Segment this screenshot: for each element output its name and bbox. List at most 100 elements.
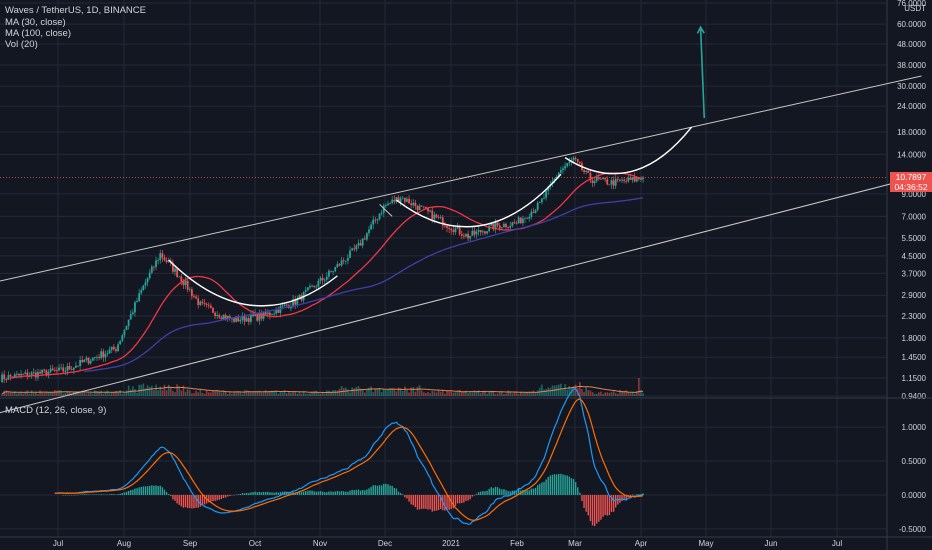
volume-bar [629,393,632,396]
macd-histogram-bar [534,487,537,495]
candle-body [547,186,550,191]
volume-bar [391,388,393,396]
macd-histogram-bar [264,491,267,495]
macd-histogram-bar [486,490,488,495]
candle-body [351,248,354,251]
candle-body [433,214,436,220]
macd-histogram-bar [532,488,535,495]
volume-bar [334,390,337,396]
macd-histogram-bar [562,474,564,495]
volume-bar [593,393,596,396]
candle-body [237,316,240,322]
candle-body [328,270,330,277]
candle-body [446,226,448,228]
volume-bar [1,393,3,396]
candle-body [332,271,335,272]
channel-lower-line [0,175,922,414]
volume-bar [30,390,33,396]
macd-histogram-bar [231,494,233,496]
volume-bar [625,390,628,396]
macd-histogram-bar [368,488,370,495]
macd-histogram-bar [203,494,206,505]
candle-body [384,205,387,207]
macd-histogram-bar [564,475,566,495]
candle-body [153,266,155,268]
volume-bar [545,389,547,396]
candle-body [355,245,358,250]
macd-histogram-bar [311,490,313,495]
volume-bar [420,390,423,396]
volume-bar [435,392,438,396]
macd-histogram-bar [581,494,583,502]
macd-histogram-bar [427,494,429,510]
macd-histogram-bar [589,494,592,522]
volume-bar [178,386,181,396]
volume-bar [28,393,31,396]
volume-bar [479,393,482,396]
candle-body [228,316,231,320]
candle-body [553,178,556,182]
candle-body [353,248,356,250]
candle-body [614,178,617,186]
candle-body [576,159,579,162]
macd-histogram-bar [593,494,596,527]
candle-body [231,318,233,320]
candle-body [203,302,206,304]
candle-body [106,353,109,355]
macd-histogram-bar [191,494,193,509]
macd-histogram-bar [349,490,351,495]
candle-body [574,157,577,160]
candle-body [15,373,18,375]
candle-body [631,177,634,180]
volume-bar [465,390,467,396]
volume-bar [395,391,398,396]
macd-histogram-bar [456,494,459,504]
price-tick-label: 38.0000 [897,61,926,70]
macd-histogram-bar [585,494,587,512]
macd-histogram-bar [281,491,284,495]
volume-bar [340,386,343,396]
candle-body [239,319,242,322]
candle-body [271,314,273,316]
volume-bar [536,390,539,396]
macd-histogram-bar [448,494,450,510]
macd-histogram-bar [248,493,250,495]
candle-body [18,373,20,376]
volume-bar [315,390,318,396]
macd-histogram-bar [210,494,212,502]
volume-bar [378,388,381,396]
macd-histogram-bar [591,494,594,526]
volume-bar [534,393,537,396]
macd-histogram-bar [216,494,218,501]
macd-histogram-bar [608,494,611,516]
candle-body [256,313,259,321]
candle-body [159,253,162,261]
candle-body [585,170,588,172]
candle-body [77,365,79,367]
candle-body [7,375,10,380]
candle-body [378,213,381,220]
volume-bar [507,390,509,396]
macd-histogram-bar [321,491,324,495]
macd-histogram-bar [66,494,69,496]
volume-bar [416,386,419,396]
volume-bar [98,391,100,396]
macd-histogram-bar [393,488,395,495]
macd-histogram-bar [433,494,436,511]
volume-bar [13,391,16,396]
volume-bar [165,390,168,396]
volume-bar [51,392,54,396]
volume-bar [621,390,623,396]
volume-bar [91,393,94,396]
volume-bar [123,393,126,396]
candle-body [357,243,360,246]
volume-bar [372,392,375,396]
candle-body [481,231,484,233]
candle-body [70,369,73,371]
volume-bar [640,390,642,396]
macd-histogram-bar [235,494,237,495]
macd-histogram-bar [553,474,556,495]
candle-body [41,369,44,374]
volume-bar [226,393,229,396]
